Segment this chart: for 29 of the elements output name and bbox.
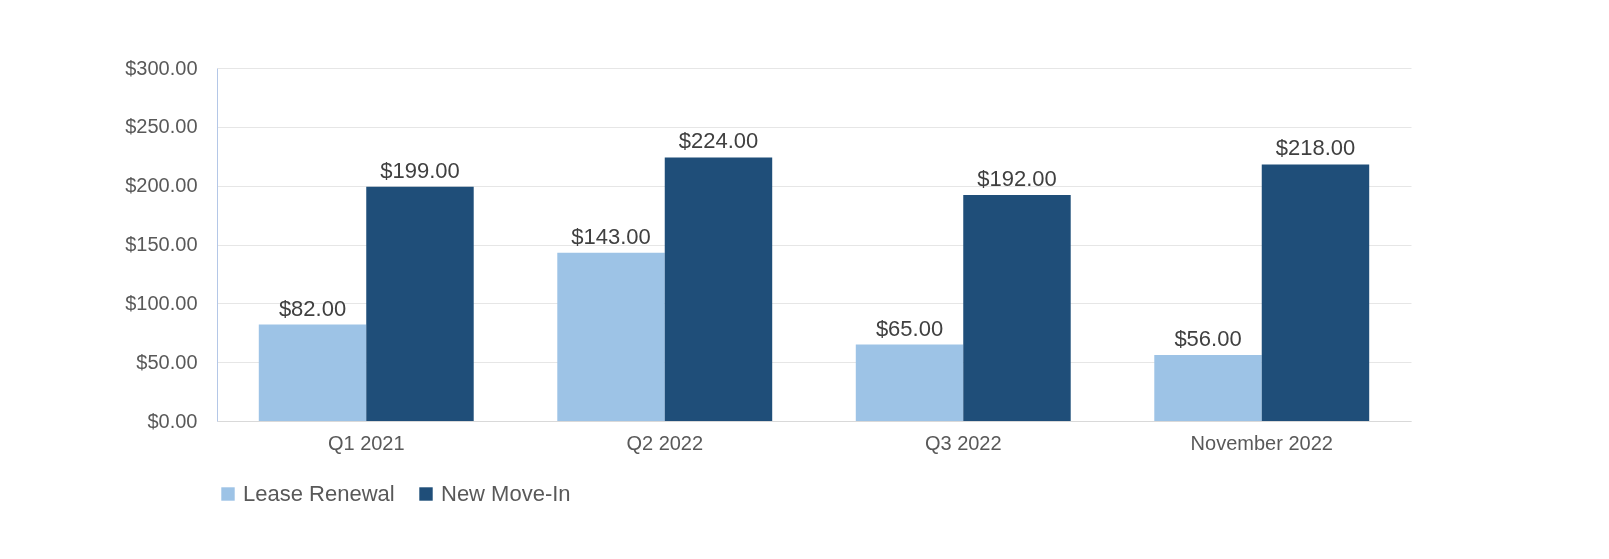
bar: [855, 344, 964, 421]
bar: [963, 195, 1071, 421]
x-tick-label: Q2 2022: [626, 431, 704, 454]
data-label: $218.00: [1275, 135, 1356, 161]
bar: [258, 324, 367, 421]
data-label: $224.00: [678, 128, 759, 154]
bar: [1154, 355, 1262, 421]
bar: [664, 157, 773, 421]
bar: [557, 252, 665, 421]
bar: [1261, 164, 1370, 421]
data-label: $192.00: [977, 166, 1057, 192]
x-tick-label: November 2022: [1190, 431, 1333, 454]
data-label: $65.00: [875, 315, 944, 341]
data-label: $56.00: [1174, 326, 1242, 352]
y-tick-label: $300.00: [125, 56, 198, 79]
data-label: $82.00: [278, 295, 347, 321]
x-tick-label: Q1 2021: [327, 431, 405, 454]
data-label: $143.00: [571, 223, 651, 249]
bar: [366, 186, 474, 421]
y-tick-label: $100.00: [125, 291, 198, 314]
y-tick-label: $50.00: [136, 350, 198, 373]
y-tick-label: $0.00: [147, 409, 198, 432]
y-tick-label: $200.00: [125, 174, 198, 197]
legend-label: New Move-In: [441, 481, 571, 506]
y-tick-label: $150.00: [125, 233, 198, 255]
x-tick-label: Q3 2022: [924, 431, 1002, 454]
data-label: $199.00: [380, 157, 460, 183]
y-tick-label: $250.00: [125, 115, 198, 138]
legend-label: Lease Renewal: [243, 481, 395, 506]
